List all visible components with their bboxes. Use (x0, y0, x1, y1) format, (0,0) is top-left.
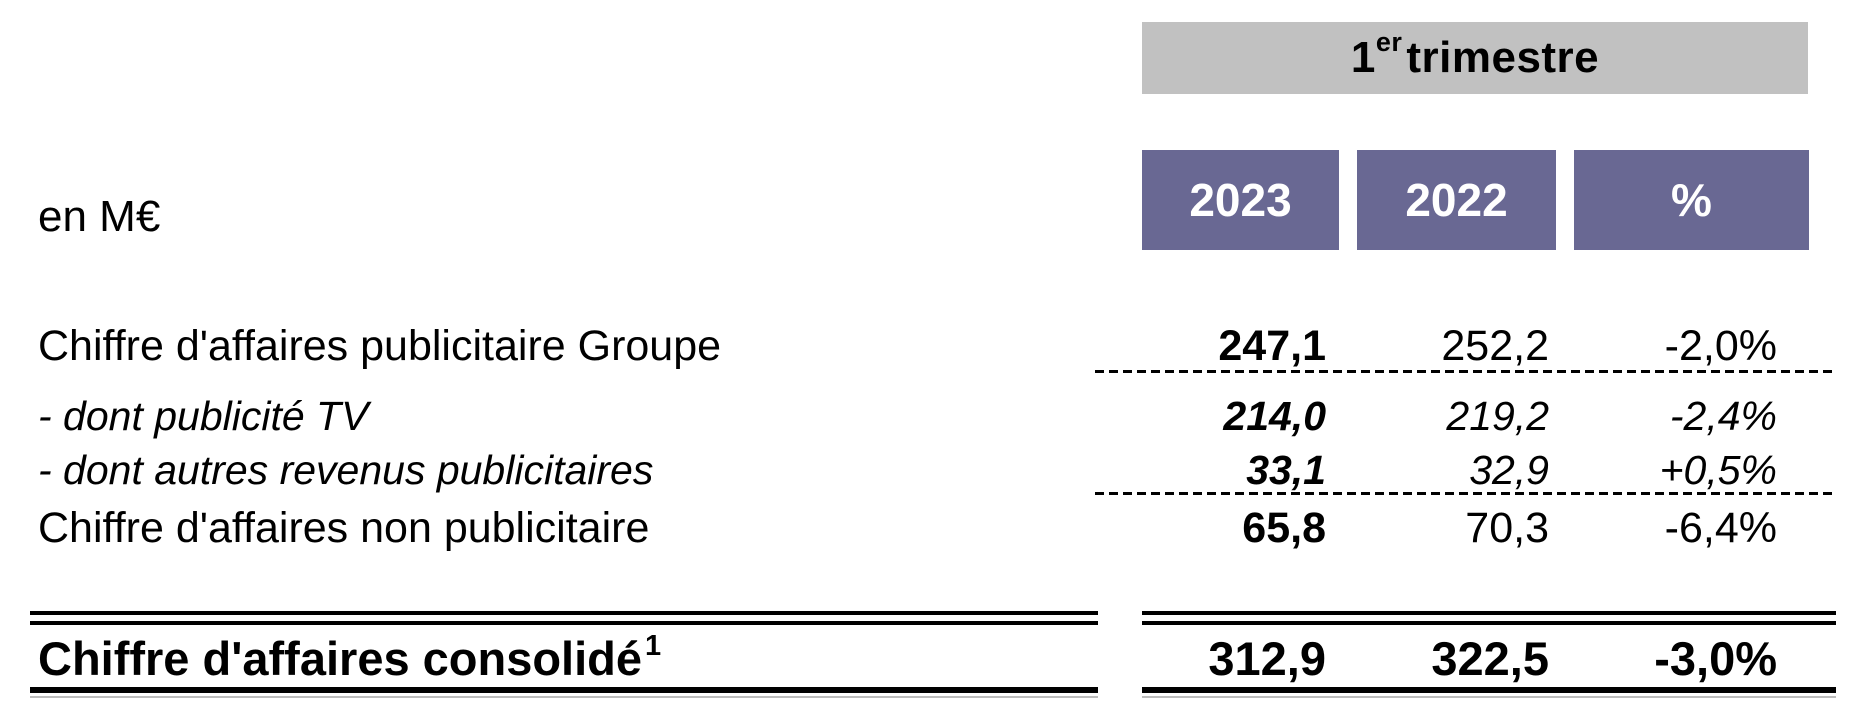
double-rule-upper-right (1142, 611, 1836, 615)
value-percent: -2,4% (1669, 393, 1777, 439)
bottom-rule-left (30, 687, 1098, 693)
value-percent: +0,5% (1659, 447, 1777, 493)
column-header-2023-label: 2023 (1189, 174, 1292, 226)
value-2023: 33,1 (1246, 447, 1326, 493)
table-row-non-ad-revenue: Chiffre d'affaires non publicitaire 65,8… (0, 502, 1860, 554)
dashed-separator-line (1095, 370, 1836, 373)
column-header-2022: 2022 (1357, 150, 1556, 250)
row-label: Chiffre d'affaires non publicitaire (38, 504, 650, 552)
period-header: 1 er trimestre (1142, 22, 1808, 94)
table-row-consolidated-revenue: Chiffre d'affaires consolidé 1 312,9 322,… (0, 630, 1860, 686)
value-2022: 252,2 (1441, 322, 1549, 370)
column-header-percent: % (1574, 150, 1809, 250)
period-ordinal-suffix: er (1375, 26, 1403, 57)
table-row-tv-advertising: - dont publicité TV 214,0 219,2 -2,4% (0, 390, 1860, 442)
table-row-group-ad-revenue: Chiffre d'affaires publicitaire Groupe 2… (0, 320, 1860, 372)
value-2023: 247,1 (1218, 322, 1326, 370)
footnote-marker: 1 (645, 630, 662, 662)
row-label: Chiffre d'affaires publicitaire Groupe (38, 322, 722, 370)
value-2022: 322,5 (1431, 632, 1549, 685)
column-header-2023: 2023 (1142, 150, 1339, 250)
value-percent: -3,0% (1654, 632, 1777, 685)
double-rule-upper-left (30, 611, 1098, 615)
table-row-other-ad-revenue: - dont autres revenus publicitaires 33,1… (0, 444, 1860, 496)
row-label: Chiffre d'affaires consolidé 1 (38, 630, 662, 686)
value-2023: 214,0 (1223, 393, 1326, 439)
dashed-separator-line (1095, 492, 1836, 495)
bottom-rule-right (1142, 687, 1836, 693)
value-2023: 65,8 (1242, 504, 1326, 552)
period-number: 1 (1350, 33, 1376, 82)
column-header-2022-label: 2022 (1405, 174, 1508, 226)
value-2022: 70,3 (1465, 504, 1549, 552)
unit-label: en M€ (38, 192, 161, 241)
bottom-shadow-rule-right (1142, 696, 1836, 698)
value-2023: 312,9 (1208, 632, 1326, 685)
column-header-percent-label: % (1671, 174, 1712, 226)
row-label: - dont autres revenus publicitaires (38, 447, 654, 493)
double-rule-lower-right (1142, 621, 1836, 625)
value-2022: 32,9 (1469, 447, 1549, 493)
period-label: trimestre (1406, 33, 1600, 82)
double-rule-lower-left (30, 621, 1098, 625)
value-percent: -6,4% (1664, 504, 1777, 552)
value-2022: 219,2 (1446, 393, 1549, 439)
bottom-shadow-rule-left (30, 696, 1098, 698)
total-label-text: Chiffre d'affaires consolidé (38, 632, 643, 685)
value-percent: -2,0% (1664, 322, 1777, 370)
row-label: - dont publicité TV (38, 393, 369, 439)
